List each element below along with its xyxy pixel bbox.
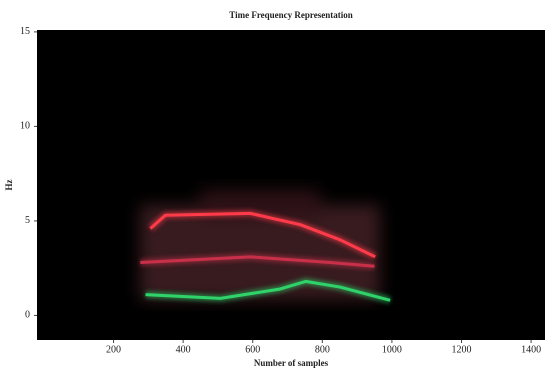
x-tick-label: 1200 [451, 344, 471, 355]
y-tick-label: 5 [25, 215, 30, 226]
x-tick-label: 600 [245, 344, 260, 355]
y-tick-label: 15 [20, 26, 30, 37]
y-tick-label: 10 [20, 121, 30, 132]
chart-title: Time Frequency Representation [229, 10, 353, 20]
y-axis-label: Hz [4, 179, 14, 190]
x-tick-label: 400 [176, 344, 191, 355]
page: Time Frequency Representation Number of … [0, 0, 552, 372]
x-tick-label: 1000 [382, 344, 402, 355]
x-tick-label: 1400 [521, 344, 541, 355]
x-axis-label: Number of samples [254, 358, 329, 368]
x-tick-label: 200 [106, 344, 121, 355]
y-tick-label: 0 [25, 310, 30, 321]
x-tick-label: 800 [315, 344, 330, 355]
chart: Time Frequency Representation Number of … [0, 0, 552, 372]
